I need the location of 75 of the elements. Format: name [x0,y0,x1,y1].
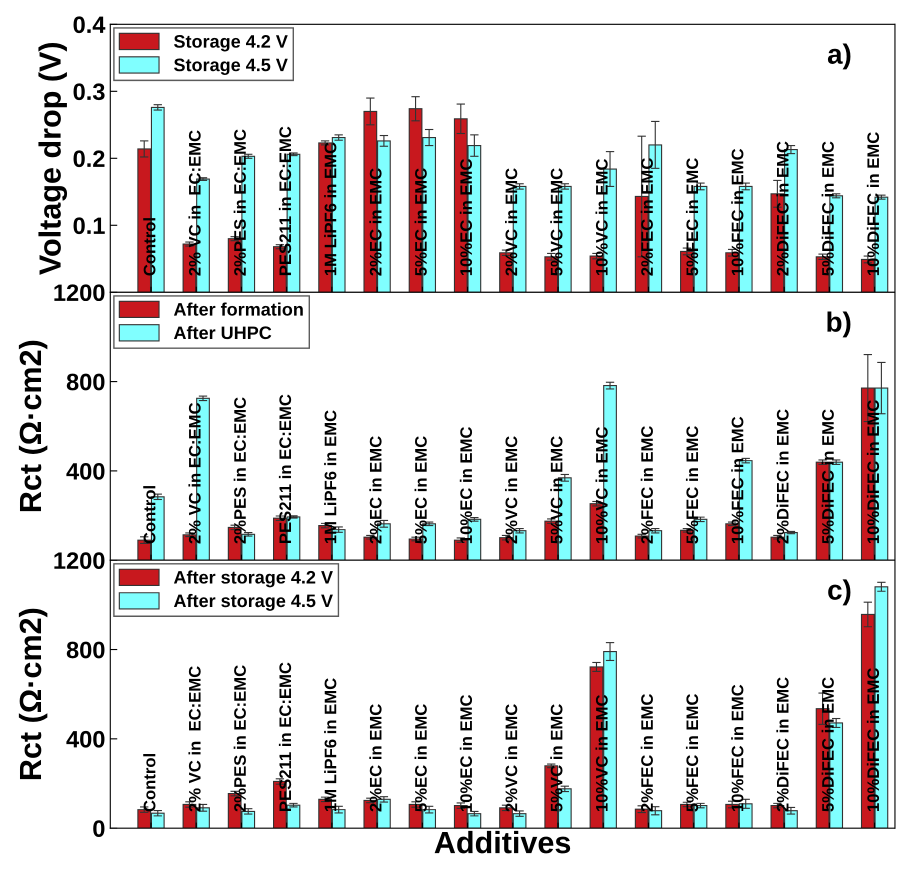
category-label: 10%VC in EMC [595,694,608,812]
category-label: 10%EC in EMC [460,159,472,276]
annotation: b) [827,311,850,338]
category-label: 10%DiFEC in EMC [866,400,880,544]
category-label: 1M LiPF6 in EMC [324,410,336,544]
category-label: 2% VC in EC:EMC [188,130,201,276]
y-tick-label: 1200 [54,284,104,302]
category-label: 5%EC in EMC [414,436,427,544]
category-label: 10%DiFEC in EMC [866,668,880,812]
y-tick-label: 0.4 [74,16,106,34]
category-label: 2% VC in EC:EMC [188,402,201,544]
category-label: 2%PES in EC:EMC [234,665,246,812]
category-label: 1M LiPF6 in EMC [324,142,336,276]
category-label: 10%VC in EMC [595,159,608,276]
category-label: Control [143,218,156,276]
category-label: 5%DiFEC in EMC [822,409,834,544]
y-tick-label: 0.3 [74,83,105,100]
category-label: 5%DiFEC in EMC [822,141,834,276]
category-label: 2%VC in EMC [505,704,518,812]
y-axis-title: Rct (Ω·cm2) [18,340,48,512]
category-label: 5%VC in EMC [550,168,562,276]
category-label: 5%EC in EMC [414,168,427,276]
annotation: c) [828,579,850,606]
y-tick-label: 400 [66,730,104,748]
category-label: 2%EC in EMC [369,168,382,276]
category-label: 5%FEC in EMC [686,694,698,812]
category-label: 10%DiFEC in EMC [866,132,880,276]
category-label: 10%FEC in EMC [731,416,744,544]
y-tick-label: 0.1 [74,217,105,234]
category-label: 2% VC in EC:EMC [188,666,201,812]
category-label: 5%VC in EMC [550,436,562,544]
y-tick-label: 0 [93,820,104,837]
category-label: 5%EC in EMC [414,704,427,812]
category-label: 2%DiFEC in EMC [776,409,789,544]
y-axis-title: Rct (Ω·cm2) [18,608,48,780]
annotation: a) [828,44,850,70]
y-tick-label: 800 [66,642,104,658]
category-label: 5%DiFEC in EMC [822,677,834,812]
y-tick-label: 1200 [54,552,104,570]
category-label: 10%FEC in EMC [731,684,744,812]
category-label: 2%DiFEC in EMC [776,677,789,812]
category-label: PES211 in EC:EMC [278,126,292,276]
category-label: 2%VC in EMC [505,436,518,544]
category-label: 2%FEC in EMC [640,158,653,276]
legend-label: After storage 4.5 V [174,594,333,611]
legend-label: After storage 4.2 V [174,570,333,588]
category-label: 10%FEC in EMC [731,148,744,276]
category-label: 10%EC in EMC [460,426,472,544]
category-label: 2%FEC in EMC [640,694,653,812]
category-label: 2%VC in EMC [505,168,518,276]
x-axis-title: Additives [434,830,570,854]
category-label: 10%EC in EMC [460,694,472,812]
y-tick-label: 0.2 [74,150,104,168]
legend-label: Storage 4.5 V [174,58,288,75]
category-label: PES211 in EC:EMC [278,662,292,811]
category-label: 5%FEC in EMC [686,426,698,544]
legend-label: After formation [174,302,303,316]
category-label: Control [143,486,156,544]
category-label: 2%FEC in EMC [640,426,653,544]
category-label: 5%FEC in EMC [686,158,698,276]
category-label: 2%DiFEC in EMC [776,141,789,276]
y-axis-title: Voltage drop (V) [38,42,68,275]
legend-label: After UHPC [174,326,272,340]
category-label: PES211 in EC:EMC [278,394,292,544]
category-label: Control [143,754,156,812]
category-label: 2%EC in EMC [369,704,382,812]
category-label: 2%PES in EC:EMC [234,129,246,276]
y-tick-label: 400 [66,462,104,480]
category-label: 10%VC in EMC [595,426,608,544]
category-label: 2%EC in EMC [369,436,382,544]
category-label: 1M LiPF6 in EMC [324,678,336,812]
y-tick-label: 800 [66,374,104,390]
category-label: 5%VC in EMC [550,704,562,812]
legend-label: Storage 4.2 V [174,35,288,52]
category-label: 2%PES in EC:EMC [234,397,246,544]
